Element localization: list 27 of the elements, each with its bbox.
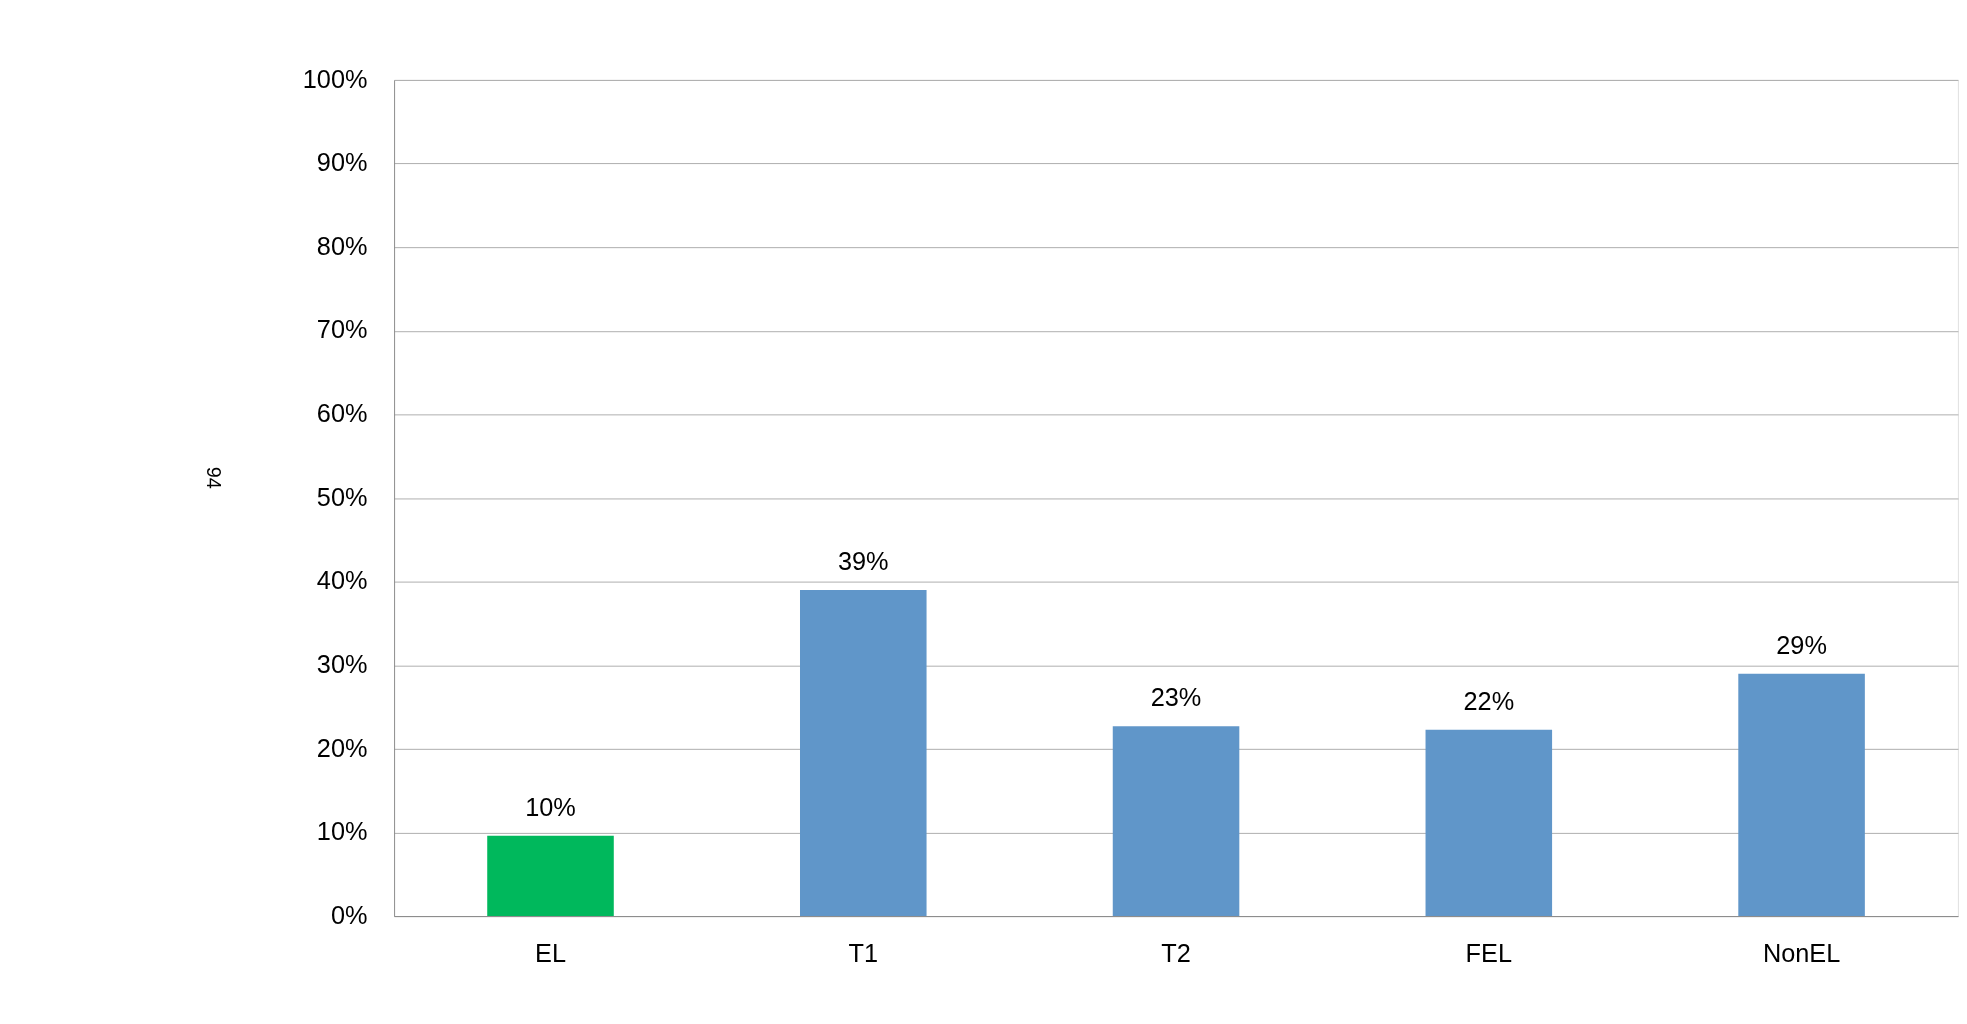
- text: 94: [203, 466, 226, 489]
- x-tick-label: EL: [535, 938, 566, 967]
- y-tick-label: 70%: [316, 315, 368, 344]
- x-tick-label: NonEL: [1762, 938, 1841, 967]
- y-tick-label: 0%: [330, 900, 368, 929]
- data-label: 23%: [1150, 683, 1202, 712]
- data-label: 39%: [837, 547, 889, 576]
- data-label: 29%: [1776, 630, 1827, 659]
- bar: [1425, 729, 1553, 917]
- y-tick-label: 60%: [316, 399, 368, 428]
- y-tick-label: 90%: [316, 148, 368, 177]
- x-tick-label: T2: [1161, 938, 1191, 967]
- y-tick-label: 10%: [316, 817, 368, 846]
- bar: [1112, 726, 1240, 917]
- bar: [487, 835, 614, 917]
- bar: [1738, 673, 1865, 917]
- bar: [800, 590, 927, 917]
- y-tick-label: 20%: [316, 733, 368, 762]
- x-tick-label: T1: [848, 938, 879, 967]
- y-tick-label: 80%: [316, 231, 368, 260]
- data-label: 22%: [1463, 686, 1515, 715]
- y-tick-label: 100%: [302, 64, 368, 93]
- y-tick-label: 40%: [316, 566, 368, 595]
- y-tick-label: 30%: [316, 649, 368, 678]
- x-tick-label: FEL: [1465, 938, 1513, 967]
- y-tick-label: 50%: [316, 482, 368, 511]
- data-label: 10%: [525, 792, 576, 821]
